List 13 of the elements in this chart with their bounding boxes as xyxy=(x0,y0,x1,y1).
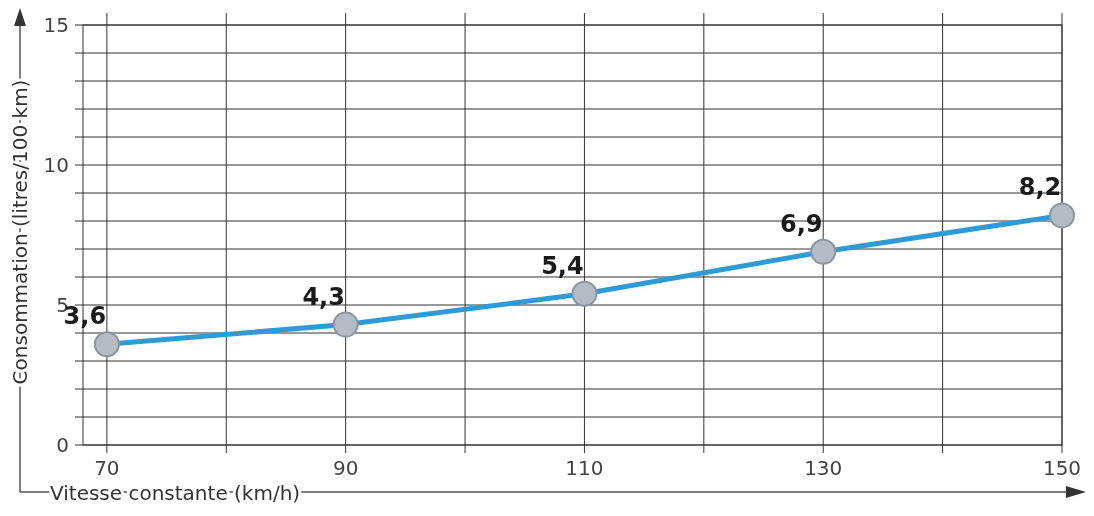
y-tick-label: 0 xyxy=(56,433,69,457)
data-label: 8,2 xyxy=(1018,173,1062,202)
data-label: 6,9 xyxy=(779,209,823,238)
x-tick-label: 90 xyxy=(332,456,359,480)
x-tick-label: 70 xyxy=(94,456,120,480)
data-label: 5,4 xyxy=(541,251,584,280)
x-tick-label: 130 xyxy=(804,456,843,480)
y-tick-label: 15 xyxy=(43,13,69,37)
y-tick-label: 10 xyxy=(43,153,69,177)
y-axis-title: Consommation (litres/100 km) xyxy=(8,79,32,385)
data-label: 4,3 xyxy=(302,282,345,311)
x-tick-label: 150 xyxy=(1042,456,1082,480)
x-tick-label: 110 xyxy=(565,456,604,480)
